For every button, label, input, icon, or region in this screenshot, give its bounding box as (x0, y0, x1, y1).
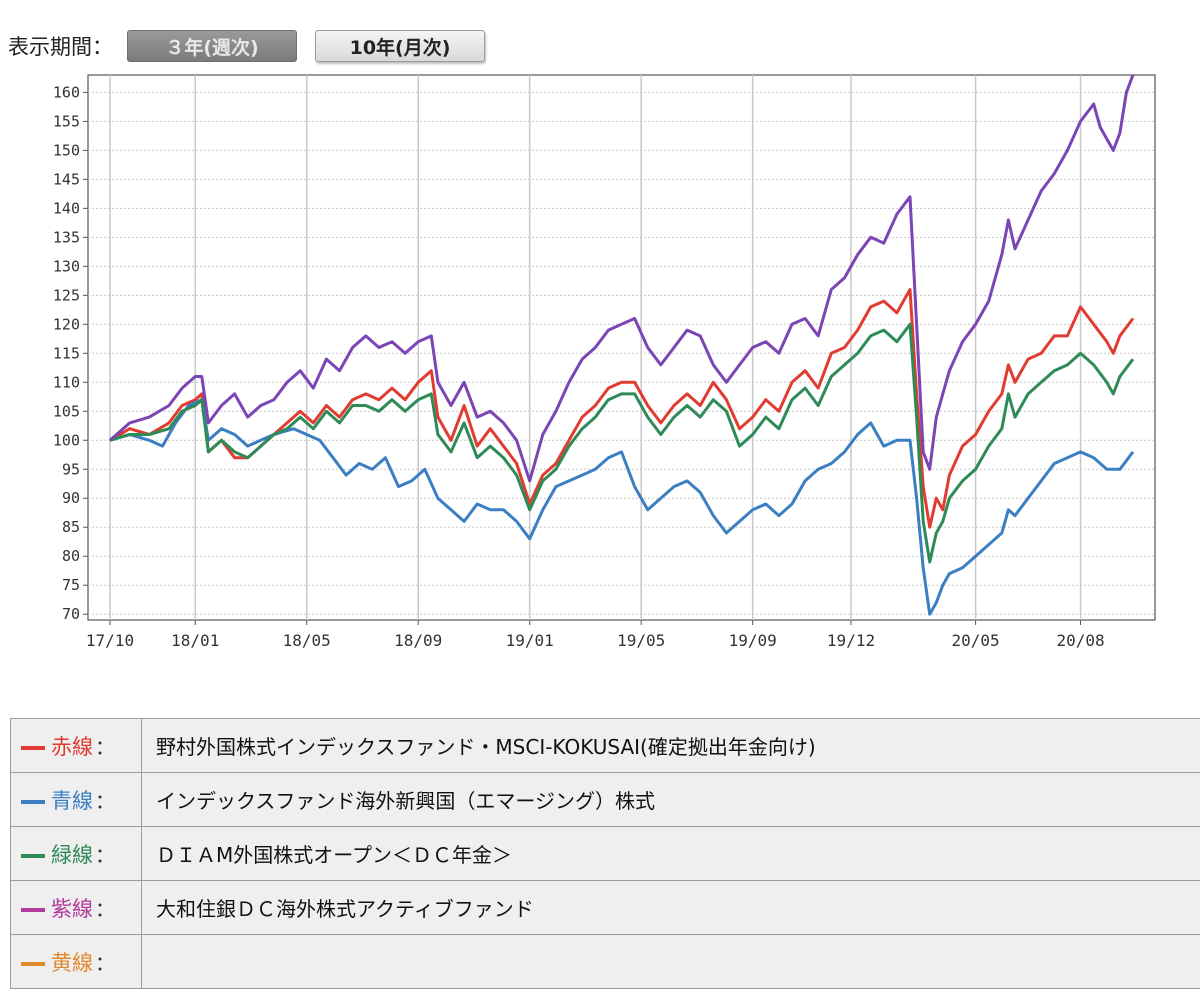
y-tick-label: 85 (62, 518, 80, 536)
x-tick-label: 17/10 (86, 631, 134, 650)
y-tick-label: 140 (53, 199, 80, 217)
period-label: 表示期間： (8, 35, 113, 59)
legend-color-name: 赤線 (51, 734, 93, 759)
y-tick-label: 155 (53, 112, 80, 130)
legend-swatch-red (21, 746, 45, 750)
x-tick-label: 18/05 (283, 631, 331, 650)
legend-fund-name (141, 934, 1200, 989)
legend-table: 赤線： 野村外国株式インデックスファンド・MSCI-KOKUSAI(確定拠出年金… (10, 718, 1200, 989)
y-tick-label: 130 (53, 257, 80, 275)
x-tick-label: 20/05 (952, 631, 1000, 650)
series-line-1 (109, 398, 1135, 616)
legend-row-purple: 紫線： 大和住銀ＤＣ海外株式アクティブファンド (10, 880, 1200, 935)
x-tick-label: 19/09 (729, 631, 777, 650)
series-line-0 (109, 288, 1135, 529)
y-tick-label: 90 (62, 489, 80, 507)
series-line-2 (109, 322, 1135, 564)
legend-fund-name: 野村外国株式インデックスファンド・MSCI-KOKUSAI(確定拠出年金向け) (141, 718, 1200, 773)
y-tick-label: 115 (53, 344, 80, 362)
plot-area (87, 74, 1156, 621)
legend-swatch-green (21, 854, 45, 858)
period-3year-weekly-button[interactable]: ３年(週次) (127, 30, 297, 62)
y-tick-label: 80 (62, 547, 80, 565)
x-tick-label: 19/12 (827, 631, 875, 650)
x-tick-label: 18/09 (394, 631, 442, 650)
legend-color-name: 紫線 (51, 896, 93, 921)
legend-fund-name: 大和住銀ＤＣ海外株式アクティブファンド (141, 880, 1200, 935)
legend-row-red: 赤線： 野村外国株式インデックスファンド・MSCI-KOKUSAI(確定拠出年金… (10, 718, 1200, 773)
y-tick-label: 110 (53, 373, 80, 391)
y-tick-label: 135 (53, 228, 80, 246)
legend-row-yellow: 黄線： (10, 934, 1200, 989)
y-tick-label: 150 (53, 141, 80, 159)
legend-swatch-yellow (21, 962, 45, 966)
y-tick-label: 100 (53, 431, 80, 449)
legend-color-name: 青線 (51, 788, 93, 813)
y-tick-label: 75 (62, 576, 80, 594)
series-line-3 (109, 74, 1135, 483)
x-tick-label: 19/01 (506, 631, 554, 650)
y-tick-label: 95 (62, 460, 80, 478)
legend-row-green: 緑線： ＤＩＡM外国株式オープン＜ＤＣ年金＞ (10, 826, 1200, 881)
legend-fund-name: ＤＩＡM外国株式オープン＜ＤＣ年金＞ (141, 826, 1200, 881)
y-tick-label: 160 (53, 83, 80, 101)
legend-color-name: 緑線 (51, 842, 93, 867)
x-tick-label: 18/01 (171, 631, 219, 650)
y-tick-label: 70 (62, 605, 80, 623)
y-tick-label: 105 (53, 402, 80, 420)
y-tick-label: 120 (53, 315, 80, 333)
legend-fund-name: インデックスファンド海外新興国（エマージング）株式 (141, 772, 1200, 827)
period-10year-monthly-button[interactable]: 10年(月次) (315, 30, 485, 62)
legend-color-name: 黄線 (51, 950, 93, 975)
line-chart: 70 75 80 85 90 95 100 105 110 115 120 125 130 135 140 1… (53, 74, 1156, 650)
legend-row-blue: 青線： インデックスファンド海外新興国（エマージング）株式 (10, 772, 1200, 827)
period-selector: 表示期間： ３年(週次) 10年(月次) (8, 28, 503, 64)
x-tick-label: 20/08 (1056, 631, 1104, 650)
legend-swatch-blue (21, 800, 45, 804)
x-tick-label: 19/05 (617, 631, 665, 650)
legend-swatch-purple (21, 908, 45, 912)
y-tick-label: 145 (53, 170, 80, 188)
y-tick-label: 125 (53, 286, 80, 304)
